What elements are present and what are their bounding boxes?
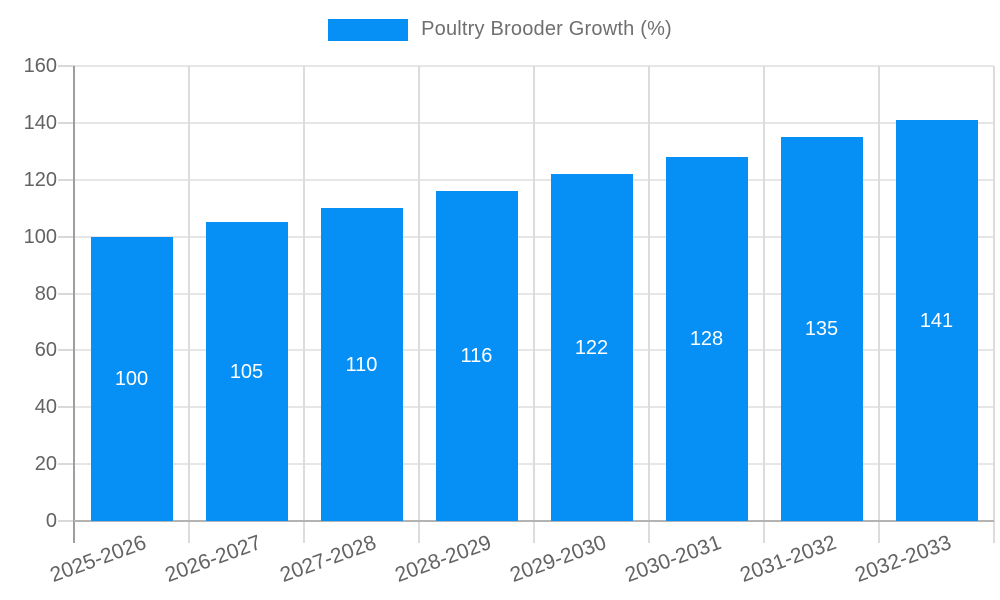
x-axis-tick-label: 2031-2032 xyxy=(737,531,840,587)
v-gridline xyxy=(878,66,880,543)
y-axis-tick-mark xyxy=(58,121,74,124)
y-axis-tick-label: 140 xyxy=(23,111,57,134)
y-axis-tick-mark xyxy=(58,292,74,295)
bar-value-label: 128 xyxy=(689,328,724,350)
y-axis-tick-label: 0 xyxy=(45,510,57,532)
bar[interactable] xyxy=(780,137,863,521)
bar-value-label: 105 xyxy=(229,360,264,383)
y-axis-tick-label: 20 xyxy=(34,453,57,476)
v-gridline xyxy=(993,66,995,543)
y-axis-tick-label: 120 xyxy=(23,168,57,191)
x-axis-tick-label: 2027-2028 xyxy=(277,531,380,587)
y-axis-tick-mark xyxy=(58,520,74,522)
v-gridline xyxy=(763,66,765,543)
bar-value-label: 135 xyxy=(804,318,839,341)
bar[interactable] xyxy=(435,191,518,521)
y-axis-tick-label: 100 xyxy=(23,225,57,248)
bar-value-label: 110 xyxy=(345,353,378,376)
bar[interactable] xyxy=(90,236,173,521)
y-axis-tick-mark xyxy=(58,65,74,67)
v-gridline xyxy=(418,66,420,543)
x-axis-tick-label: 2029-2030 xyxy=(507,531,610,587)
y-axis-tick-mark xyxy=(58,178,74,181)
bar[interactable] xyxy=(895,120,978,521)
bar-value-label: 122 xyxy=(574,336,609,359)
v-gridline xyxy=(188,66,190,543)
legend-color-swatch xyxy=(328,18,409,41)
bar[interactable] xyxy=(550,174,633,521)
y-axis-tick-label: 160 xyxy=(23,55,57,77)
bar[interactable] xyxy=(320,208,403,521)
bar[interactable] xyxy=(205,222,288,521)
bar-value-label: 116 xyxy=(460,345,493,368)
v-gridline xyxy=(533,66,535,543)
y-axis-tick-label: 80 xyxy=(34,282,57,305)
chart-legend[interactable]: Poultry Brooder Growth (%) xyxy=(0,18,1000,41)
y-axis-tick-mark xyxy=(58,406,74,409)
x-axis-tick-label: 2025-2026 xyxy=(47,531,150,587)
bar-value-label: 141 xyxy=(919,309,954,332)
legend-label: Poultry Brooder Growth (%) xyxy=(421,18,672,40)
x-axis-tick-label: 2026-2027 xyxy=(162,531,265,587)
y-axis-tick-mark xyxy=(58,235,74,238)
v-gridline xyxy=(648,66,650,543)
y-axis-tick-label: 40 xyxy=(34,396,57,419)
x-axis-tick-label: 2030-2031 xyxy=(622,531,725,587)
y-axis-line xyxy=(73,66,75,543)
bar-value-label: 100 xyxy=(114,367,149,390)
x-axis-baseline xyxy=(74,520,994,522)
y-axis-tick-mark xyxy=(58,463,74,466)
bar[interactable] xyxy=(665,157,748,521)
y-axis-tick-mark xyxy=(58,349,74,352)
x-axis-tick-label: 2028-2029 xyxy=(392,531,495,587)
y-axis-tick-label: 60 xyxy=(34,339,57,362)
v-gridline xyxy=(303,66,305,543)
x-axis-tick-label: 2032-2033 xyxy=(852,531,955,587)
